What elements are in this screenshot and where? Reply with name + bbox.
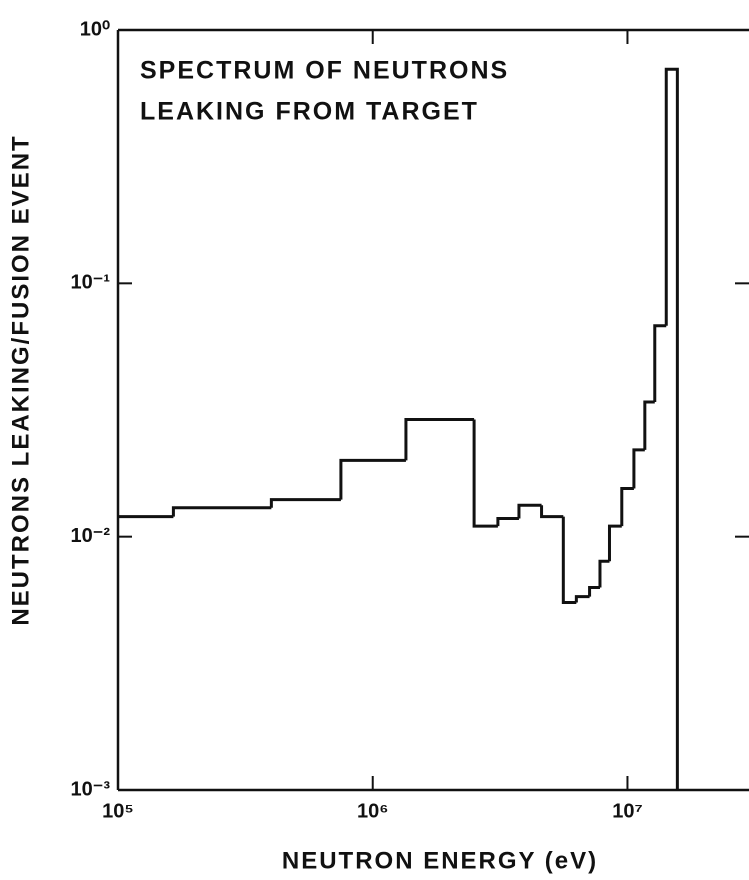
histogram-bin xyxy=(269,498,341,508)
histogram-bin xyxy=(643,400,655,450)
annotation: LEAKING FROM TARGET xyxy=(140,98,479,126)
y-tick-label: 10⁻¹ xyxy=(71,272,111,294)
histogram-bin xyxy=(664,67,679,790)
x-axis-label: NEUTRON ENERGY (eV) xyxy=(282,847,598,874)
x-tick-label: 10⁵ xyxy=(102,800,134,822)
histogram-bin xyxy=(607,524,622,562)
x-tick-label: 10⁶ xyxy=(357,800,388,822)
histogram-bin xyxy=(561,516,577,604)
annotation: SPECTRUM OF NEUTRONS xyxy=(140,57,509,85)
histogram-bin xyxy=(620,486,634,527)
y-tick-label: 10⁰ xyxy=(80,18,110,40)
histogram-bin xyxy=(171,506,272,517)
histogram-bin xyxy=(540,505,564,519)
histogram-bin xyxy=(496,516,519,527)
histogram-bin xyxy=(598,559,610,588)
histogram-bin xyxy=(339,458,406,500)
histogram-bin xyxy=(574,595,590,603)
x-tick-label: 10⁷ xyxy=(612,800,643,822)
histogram-bin xyxy=(632,448,645,489)
histogram-bin xyxy=(517,503,542,519)
histogram-bin xyxy=(404,418,475,461)
histogram-bin xyxy=(588,586,600,597)
histogram-bin xyxy=(472,419,498,528)
y-tick-label: 10⁻³ xyxy=(71,778,111,800)
histogram-bin xyxy=(653,324,667,403)
y-axis-label: NEUTRONS LEAKING/FUSION EVENT xyxy=(7,134,34,625)
y-tick-label: 10⁻² xyxy=(71,525,111,547)
